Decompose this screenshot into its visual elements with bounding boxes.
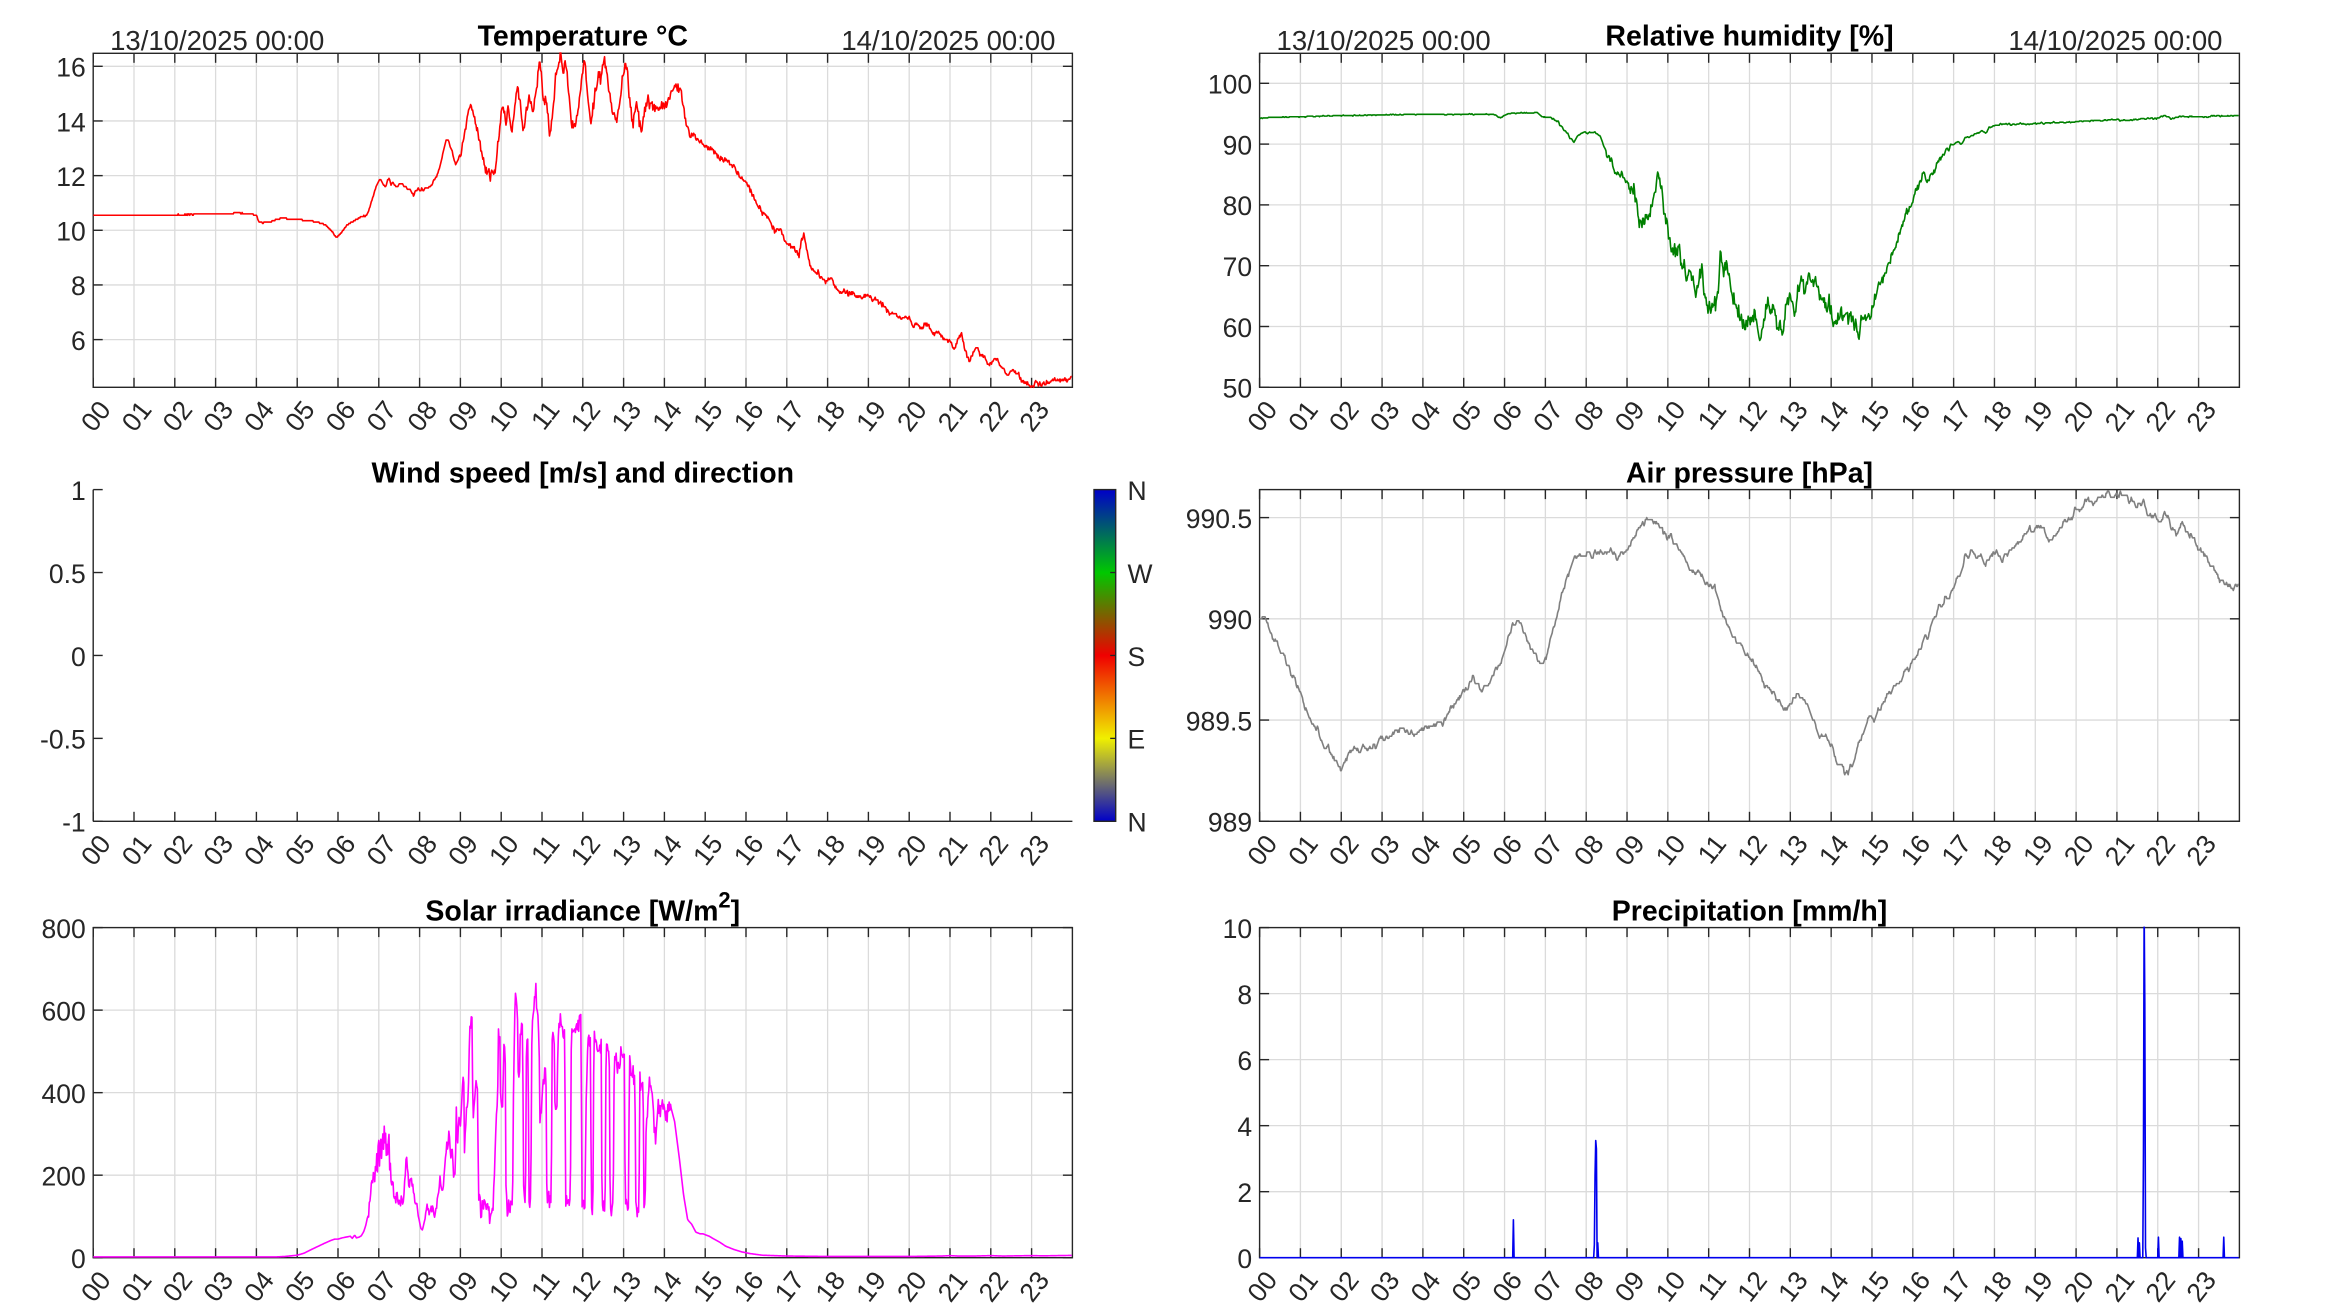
svg-text:8: 8	[1237, 980, 1252, 1010]
svg-text:70: 70	[1223, 252, 1252, 282]
svg-text:800: 800	[41, 914, 85, 944]
svg-text:90: 90	[1223, 130, 1252, 160]
svg-text:200: 200	[41, 1161, 85, 1191]
svg-text:80: 80	[1223, 191, 1252, 221]
svg-text:W: W	[1128, 559, 1153, 589]
svg-text:60: 60	[1223, 313, 1252, 343]
svg-text:50: 50	[1223, 374, 1252, 404]
svg-text:13/10/2025 00:00: 13/10/2025 00:00	[110, 25, 324, 56]
svg-text:Temperature °C: Temperature °C	[478, 20, 688, 52]
svg-text:13/10/2025 00:00: 13/10/2025 00:00	[1277, 25, 1491, 56]
svg-text:100: 100	[1208, 70, 1252, 100]
svg-text:6: 6	[71, 326, 86, 356]
svg-text:989: 989	[1208, 808, 1252, 838]
svg-text:400: 400	[41, 1079, 85, 1109]
svg-text:S: S	[1128, 642, 1146, 672]
svg-text:1: 1	[71, 476, 86, 506]
svg-text:990: 990	[1208, 605, 1252, 635]
svg-text:Air pressure [hPa]: Air pressure [hPa]	[1626, 458, 1873, 490]
svg-text:14/10/2025 00:00: 14/10/2025 00:00	[841, 25, 1055, 56]
svg-text:14: 14	[56, 107, 85, 137]
svg-text:N: N	[1128, 808, 1147, 838]
svg-text:-1: -1	[62, 808, 86, 838]
svg-text:6: 6	[1237, 1046, 1252, 1076]
svg-text:600: 600	[41, 996, 85, 1026]
svg-text:16: 16	[56, 53, 85, 83]
svg-text:12: 12	[56, 162, 85, 192]
svg-text:0.5: 0.5	[49, 559, 86, 589]
svg-text:990.5: 990.5	[1186, 504, 1252, 534]
svg-text:14/10/2025 00:00: 14/10/2025 00:00	[2008, 25, 2222, 56]
svg-text:8: 8	[71, 271, 86, 301]
svg-text:4: 4	[1237, 1112, 1252, 1142]
svg-text:10: 10	[56, 217, 85, 247]
svg-text:-0.5: -0.5	[40, 725, 86, 755]
svg-text:2: 2	[1237, 1178, 1252, 1208]
svg-text:0: 0	[1237, 1244, 1252, 1274]
svg-text:Relative humidity [%]: Relative humidity [%]	[1605, 20, 1893, 52]
svg-text:E: E	[1128, 725, 1146, 755]
svg-text:0: 0	[71, 642, 86, 672]
svg-text:Precipitation [mm/h]: Precipitation [mm/h]	[1612, 896, 1888, 928]
svg-text:989.5: 989.5	[1186, 706, 1252, 736]
svg-text:10: 10	[1223, 914, 1252, 944]
svg-text:N: N	[1128, 476, 1147, 506]
svg-text:0: 0	[71, 1244, 86, 1274]
svg-text:Wind speed [m/s] and direction: Wind speed [m/s] and direction	[372, 458, 795, 490]
